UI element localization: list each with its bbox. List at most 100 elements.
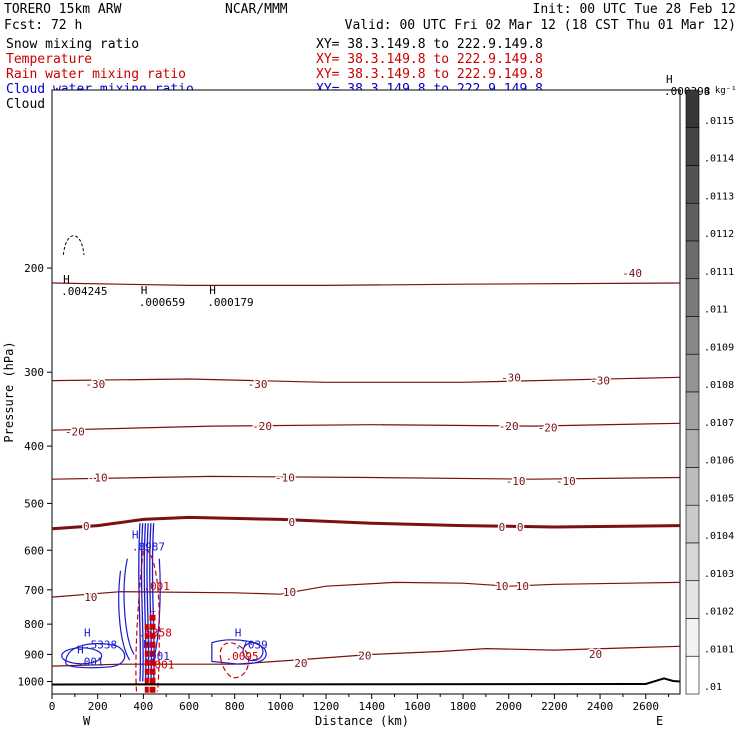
isotherm-20 [51, 645, 681, 667]
snow-contour [62, 235, 85, 255]
y-tick-label: 1000 [18, 675, 45, 688]
plot-area: -40 -30 -30 -30 -30 -20 -20 -20 -20 -10 -10 -10 -10 0… [51, 73, 710, 693]
field-xy: XY= 38.3.149.8 to 222.9.149.8 [316, 37, 543, 52]
x-tick-label: 1800 [450, 700, 477, 713]
isotherm-label: 10 [495, 580, 508, 593]
isotherm-label: -10 [275, 471, 295, 484]
cloud-water-core [140, 523, 144, 682]
x-tick-label: 2000 [495, 700, 522, 713]
isotherm-label: 20 [294, 657, 307, 670]
x-tick-label: 1200 [313, 700, 340, 713]
colorbar-swatch [685, 127, 700, 166]
colorbar-unit: g kg⁻¹ [704, 86, 737, 96]
colorbar-swatch [685, 580, 700, 619]
cloud-water-max-marker: H [132, 528, 139, 541]
header-model: TORERO 15km ARW [4, 2, 122, 17]
cloud-water-label: .7039 [235, 639, 268, 652]
colorbar-tick-label: .0101 [704, 644, 734, 655]
colorbar-tick-label: .0111 [704, 267, 734, 278]
isotherm--30 [51, 376, 681, 383]
cloud-water-max-marker: H [143, 638, 150, 651]
header-valid: Valid: 00 UTC Fri 02 Mar 12 (18 CST Thu … [345, 18, 736, 33]
x-tick-label: 1400 [358, 700, 385, 713]
colorbar-tick-label: .0114 [704, 154, 734, 165]
isotherm-label: -30 [85, 378, 105, 391]
isotherm--40 [51, 282, 681, 286]
isotherm-label: 10 [84, 591, 97, 604]
isotherm-label: 20 [358, 649, 371, 662]
cloud-water-contour-east-inner [242, 641, 264, 662]
isotherm-label: -10 [506, 475, 526, 488]
y-tick-label: 200 [24, 262, 44, 275]
field-name: Rain water mixing ratio [6, 67, 186, 82]
isotherm-label: -30 [590, 375, 610, 388]
isotherm-label: 20 [589, 648, 602, 661]
cloud-water-core [138, 523, 142, 682]
y-tick-label: 700 [24, 584, 44, 597]
cloud-water-max-marker: H [77, 644, 84, 657]
y-tick-label: 400 [24, 440, 44, 453]
y-tick-label: 300 [24, 366, 44, 379]
isotherm-label: 10 [516, 580, 529, 593]
isotherm-label: -30 [248, 378, 268, 391]
colorbar-tick-label: .0115 [704, 116, 734, 127]
colorbar-swatch [685, 655, 700, 695]
cloud-water-contour [123, 558, 135, 655]
y-tick-label: 800 [24, 618, 44, 631]
rain-water-label: .001 [143, 580, 170, 593]
isotherm-label: -30 [501, 371, 521, 384]
maximum-marker: H [209, 284, 216, 297]
x-tick-label: 800 [225, 700, 245, 713]
x-axis-label: Distance (km) [315, 714, 409, 728]
isotherm-label: -20 [252, 420, 272, 433]
field-name: Snow mixing ratio [6, 37, 139, 52]
header-init: Init: 00 UTC Tue 28 Feb 12 [533, 2, 737, 17]
x-tick-label: 2600 [632, 700, 659, 713]
isotherm-label: -20 [499, 420, 519, 433]
cloud-water-label: .8987 [132, 540, 165, 553]
rain-water-label: .0095 [226, 650, 259, 663]
colorbar-swatch [685, 165, 700, 204]
colorbar-swatch [685, 618, 700, 657]
cloud-water-label: .001 [77, 656, 104, 669]
rain-water-contour-east [219, 642, 250, 679]
isotherm-label: 0 [83, 520, 90, 533]
cloud-water-contour-west [65, 643, 126, 669]
maximum-marker: H [63, 273, 70, 286]
maximum-value: .000179 [207, 296, 253, 309]
isotherm-label: -40 [622, 267, 642, 280]
x-tick-label: 0 [49, 700, 56, 713]
colorbar-tick-label: .0108 [704, 380, 734, 391]
isotherm--20 [51, 422, 681, 431]
cloud-water-contour-east [211, 639, 267, 665]
header: TORERO 15km ARW NCAR/MMM Init: 00 UTC Tu… [4, 2, 736, 33]
isotherm-label: -20 [538, 421, 558, 434]
plot-frame [51, 89, 681, 695]
cloud-water-contour [118, 570, 131, 661]
cloud-water-label: .5338 [84, 639, 117, 652]
rain-water-contour [135, 549, 160, 693]
colorbar-tick-label: .0113 [704, 191, 734, 202]
x-tick-label: 600 [179, 700, 199, 713]
isotherm-label: 0 [288, 516, 295, 529]
cloud-water-max-marker: H [84, 627, 91, 640]
field-name: Temperature [6, 52, 92, 67]
x-tick-label: 2200 [541, 700, 568, 713]
colorbar: .0115 .0114 .0113 .0112 .0111 .011 .0109 .0108.… [685, 89, 734, 695]
colorbar-tick-label: .0104 [704, 531, 734, 542]
colorbar-tick-label: .0105 [704, 493, 734, 504]
maximum-marker: H [666, 73, 673, 86]
y-tick-label: 900 [24, 648, 44, 661]
isotherm-label: 0 [517, 521, 524, 534]
isotherm--10 [51, 475, 681, 480]
colorbar-tick-label: .0109 [704, 342, 734, 353]
surface-line [51, 677, 681, 686]
isotherm-label: 0 [499, 521, 506, 534]
colorbar-swatch [685, 429, 700, 468]
maximum-value: .000659 [139, 296, 185, 309]
colorbar-tick-label: .01 [704, 682, 722, 693]
y-tick-label: 500 [24, 497, 44, 510]
field-xy: XY= 38.3.149.8 to 222.9.149.8 [316, 52, 543, 67]
colorbar-swatch [685, 316, 700, 355]
